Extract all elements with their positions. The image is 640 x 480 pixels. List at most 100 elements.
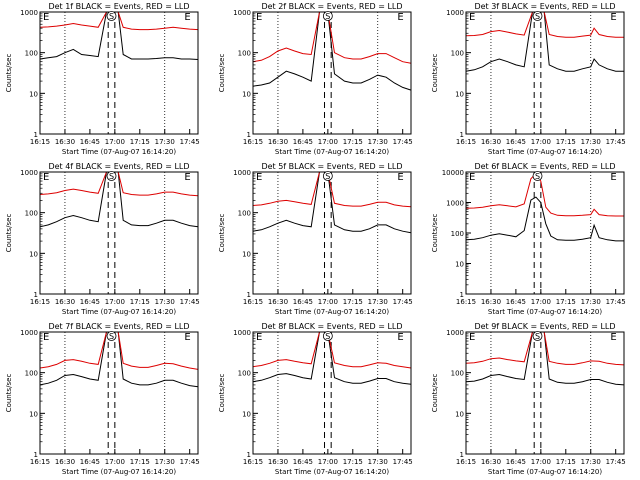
events-series-line — [252, 171, 412, 234]
x-tick-label: 17:00 — [318, 458, 338, 466]
y-tick-label: 1000 — [233, 169, 251, 177]
y-tick-label: 1000 — [20, 9, 38, 17]
x-tick-label: 17:45 — [180, 138, 200, 146]
x-tick-label: 17:15 — [343, 138, 363, 146]
plot-frame — [252, 331, 412, 455]
chart-title: Det 2f BLACK = Events, RED = LLD — [261, 2, 402, 11]
eclipse-flag: E — [397, 172, 403, 183]
saa-flag: S — [325, 12, 330, 21]
y-tick-label: 1 — [460, 451, 464, 459]
detector-chart: Det 7f BLACK = Events, RED = LLD Counts/s… — [5, 322, 200, 476]
saa-flag-circle — [532, 331, 543, 341]
plot-frame — [465, 331, 625, 455]
x-tick-label: 16:45 — [293, 458, 313, 466]
y-axis-label: Counts/sec — [218, 374, 226, 413]
saa-flag: S — [535, 332, 540, 341]
x-axis-label: Start Time (07-Aug-07 16:14:20) — [488, 468, 602, 476]
y-tick-label: 1 — [460, 131, 464, 139]
eclipse-flag: E — [256, 12, 262, 23]
y-tick-label: 1000 — [446, 200, 464, 208]
x-tick-label: 17:45 — [606, 138, 626, 146]
x-tick-label: 16:15 — [456, 138, 476, 146]
x-axis-label: Start Time (07-Aug-07 16:14:20) — [488, 148, 602, 156]
saa-flag: S — [325, 332, 330, 341]
chart-title: Det 9f BLACK = Events, RED = LLD — [474, 322, 615, 331]
x-tick-label: 17:45 — [180, 458, 200, 466]
x-axis-label: Start Time (07-Aug-07 16:14:20) — [275, 148, 389, 156]
eclipse-flag: E — [184, 172, 190, 183]
detector-chart: Det 3f BLACK = Events, RED = LLD Counts/s… — [431, 2, 626, 156]
y-tick-label: 10 — [242, 250, 251, 258]
x-axis-label: Start Time (07-Aug-07 16:14:20) — [275, 468, 389, 476]
eclipse-flag: E — [184, 12, 190, 23]
y-tick-label: 100 — [451, 230, 464, 238]
lld-series-line — [39, 11, 199, 31]
y-tick-label: 1000 — [20, 329, 38, 337]
saa-flag-circle — [106, 331, 117, 341]
x-tick-label: 16:45 — [80, 298, 100, 306]
x-tick-label: 17:30 — [368, 298, 388, 306]
detector-chart: Det 4f BLACK = Events, RED = LLD Counts/s… — [5, 162, 200, 316]
y-tick-label: 1 — [460, 291, 464, 299]
x-tick-label: 17:30 — [581, 458, 601, 466]
eclipse-flag: E — [610, 172, 616, 183]
x-tick-label: 16:15 — [243, 458, 263, 466]
events-series-line — [39, 331, 199, 388]
eclipse-flag: E — [256, 332, 262, 343]
x-tick-label: 17:00 — [318, 138, 338, 146]
x-tick-label: 17:45 — [180, 298, 200, 306]
x-tick-label: 16:15 — [30, 298, 50, 306]
x-tick-label: 16:30 — [268, 458, 288, 466]
saa-flag: S — [109, 12, 114, 21]
x-tick-label: 16:30 — [55, 138, 75, 146]
chart-title: Det 7f BLACK = Events, RED = LLD — [48, 322, 189, 331]
x-tick-label: 17:30 — [368, 458, 388, 466]
events-series-line — [39, 11, 199, 60]
y-tick-label: 10 — [455, 90, 464, 98]
x-tick-label: 17:15 — [343, 298, 363, 306]
lld-series-line — [465, 331, 625, 366]
x-tick-label: 17:45 — [393, 298, 413, 306]
eclipse-flag: E — [184, 332, 190, 343]
x-tick-label: 17:15 — [343, 458, 363, 466]
eclipse-flag: E — [469, 172, 475, 183]
x-tick-label: 16:45 — [506, 298, 526, 306]
events-series-line — [252, 11, 412, 91]
y-tick-label: 1 — [34, 291, 38, 299]
y-tick-label: 1 — [34, 451, 38, 459]
x-tick-label: 17:45 — [606, 458, 626, 466]
detector-chart: Det 1f BLACK = Events, RED = LLD Counts/s… — [5, 2, 200, 156]
events-series-line — [252, 331, 412, 385]
x-tick-label: 17:00 — [105, 298, 125, 306]
x-tick-label: 17:15 — [130, 458, 150, 466]
eclipse-flag: E — [469, 12, 475, 23]
x-tick-label: 17:45 — [393, 458, 413, 466]
y-tick-label: 10 — [29, 250, 38, 258]
saa-flag-circle — [322, 331, 333, 341]
x-axis-label: Start Time (07-Aug-07 16:14:20) — [275, 308, 389, 316]
y-tick-label: 10 — [455, 410, 464, 418]
saa-flag-circle — [532, 171, 543, 181]
events-series-line — [465, 11, 624, 72]
y-tick-label: 1 — [247, 291, 251, 299]
plot-frame — [252, 11, 412, 135]
detector-chart: Det 8f BLACK = Events, RED = LLD Counts/s… — [218, 322, 413, 476]
x-tick-label: 17:15 — [556, 458, 576, 466]
x-tick-label: 17:30 — [581, 298, 601, 306]
saa-flag-circle — [322, 11, 333, 21]
x-tick-label: 17:00 — [531, 458, 551, 466]
y-tick-label: 100 — [451, 50, 464, 58]
saa-flag: S — [535, 172, 540, 181]
saa-flag: S — [325, 172, 330, 181]
y-tick-label: 1 — [34, 131, 38, 139]
saa-flag-circle — [322, 171, 333, 181]
y-tick-label: 10 — [29, 90, 38, 98]
detector-chart: Det 6f BLACK = Events, RED = LLD Counts/s… — [431, 162, 626, 316]
x-axis-label: Start Time (07-Aug-07 16:14:20) — [488, 308, 602, 316]
x-tick-label: 16:30 — [268, 298, 288, 306]
y-tick-label: 1 — [247, 451, 251, 459]
x-tick-label: 16:30 — [481, 138, 501, 146]
x-tick-label: 17:15 — [556, 138, 576, 146]
chart-title: Det 8f BLACK = Events, RED = LLD — [261, 322, 402, 331]
